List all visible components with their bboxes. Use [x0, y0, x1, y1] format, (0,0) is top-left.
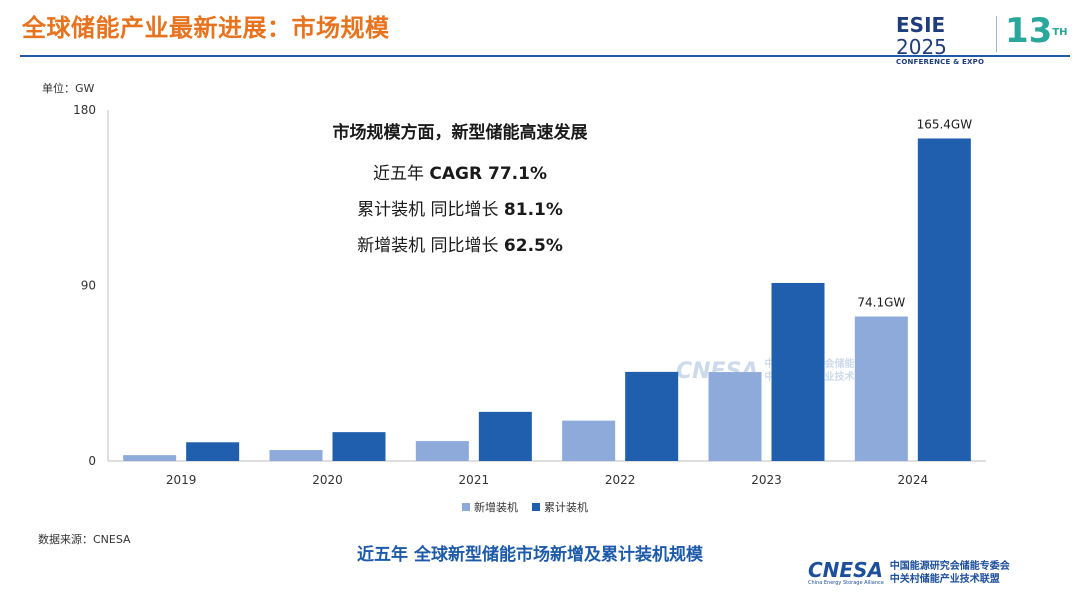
x-tick-label: 2021	[459, 473, 490, 487]
bar-cumulative-installation	[478, 411, 532, 461]
bar-new-installation	[708, 372, 762, 461]
headline-new-label: 新增装机 同比增长	[357, 236, 504, 256]
edition-logo: 13TH	[1005, 10, 1068, 52]
headline-main: 市场规模方面，新型储能高速发展	[332, 123, 588, 143]
footer-cn-line2: 中关村储能产业技术联盟	[889, 574, 1000, 585]
headline-cumulative-value: 81.1%	[503, 200, 563, 220]
esie-subtitle: CONFERENCE & EXPO	[896, 58, 985, 66]
legend-label-new: 新增装机	[474, 501, 518, 514]
headline-cagr-value: CAGR 77.1%	[429, 164, 547, 184]
y-tick-label: 90	[81, 279, 96, 293]
footer-cn-line1: 中国能源研究会储能专委会	[889, 561, 1010, 572]
data-source: 数据来源：CNESA	[38, 533, 131, 546]
edition-suffix: TH	[1052, 27, 1068, 38]
header-divider	[20, 55, 1070, 57]
x-tick-label: 2022	[605, 473, 636, 487]
legend-item-cumulative: 累计装机	[532, 499, 588, 515]
bar-new-installation	[854, 316, 908, 461]
headline-new-value: 62.5%	[503, 236, 563, 256]
logo-divider	[996, 16, 997, 52]
esie-logo: ESIE 2025 CONFERENCE & EXPO	[896, 14, 996, 66]
esie-brand: ESIE	[896, 13, 946, 37]
bar-cumulative-installation	[771, 282, 825, 461]
esie-year: 2025	[896, 35, 947, 59]
footer-brand: CNESA	[808, 558, 883, 582]
headline-cagr: 近五年 CAGR 77.1%	[300, 156, 620, 192]
edition-number: 13	[1005, 11, 1053, 51]
headline-cagr-label: 近五年	[373, 164, 430, 184]
headline-block: 市场规模方面，新型储能高速发展 近五年 CAGR 77.1% 累计装机 同比增长…	[300, 120, 620, 264]
headline-new: 新增装机 同比增长 62.5%	[300, 228, 620, 264]
cnesa-footer-logo: CNESA China Energy Storage Alliance 中国能源…	[808, 560, 1010, 586]
headline-cumulative-label: 累计装机 同比增长	[357, 200, 504, 220]
y-tick-label: 180	[73, 103, 96, 117]
legend-item-new: 新增装机	[462, 499, 518, 515]
bar-cumulative-installation	[917, 138, 971, 461]
chart-caption: 近五年 全球新型储能市场新增及累计装机规模	[357, 545, 703, 565]
chart-legend: 新增装机 累计装机	[462, 499, 588, 515]
bar-cumulative-installation	[332, 432, 386, 461]
legend-swatch-cumulative	[532, 503, 540, 511]
unit-label: 单位：GW	[42, 82, 95, 95]
footer-tagline: China Energy Storage Alliance	[808, 580, 884, 586]
bar-new-installation	[562, 420, 616, 461]
x-tick-label: 2020	[312, 473, 343, 487]
bar-cumulative-installation	[625, 371, 679, 461]
bar-new-installation	[415, 441, 469, 461]
y-tick-label: 0	[88, 454, 96, 468]
x-tick-label: 2019	[166, 473, 197, 487]
slide-title: 全球储能产业最新进展：市场规模	[22, 14, 390, 42]
bar-cumulative-installation	[186, 442, 240, 461]
legend-swatch-new	[462, 503, 470, 511]
x-tick-label: 2023	[751, 473, 782, 487]
data-label: 165.4GW	[917, 117, 973, 131]
data-label: 74.1GW	[857, 296, 905, 310]
bar-new-installation	[123, 455, 177, 461]
legend-label-cumulative: 累计装机	[544, 501, 588, 514]
headline-cumulative: 累计装机 同比增长 81.1%	[300, 192, 620, 228]
x-tick-label: 2024	[898, 473, 929, 487]
bar-new-installation	[269, 450, 323, 461]
